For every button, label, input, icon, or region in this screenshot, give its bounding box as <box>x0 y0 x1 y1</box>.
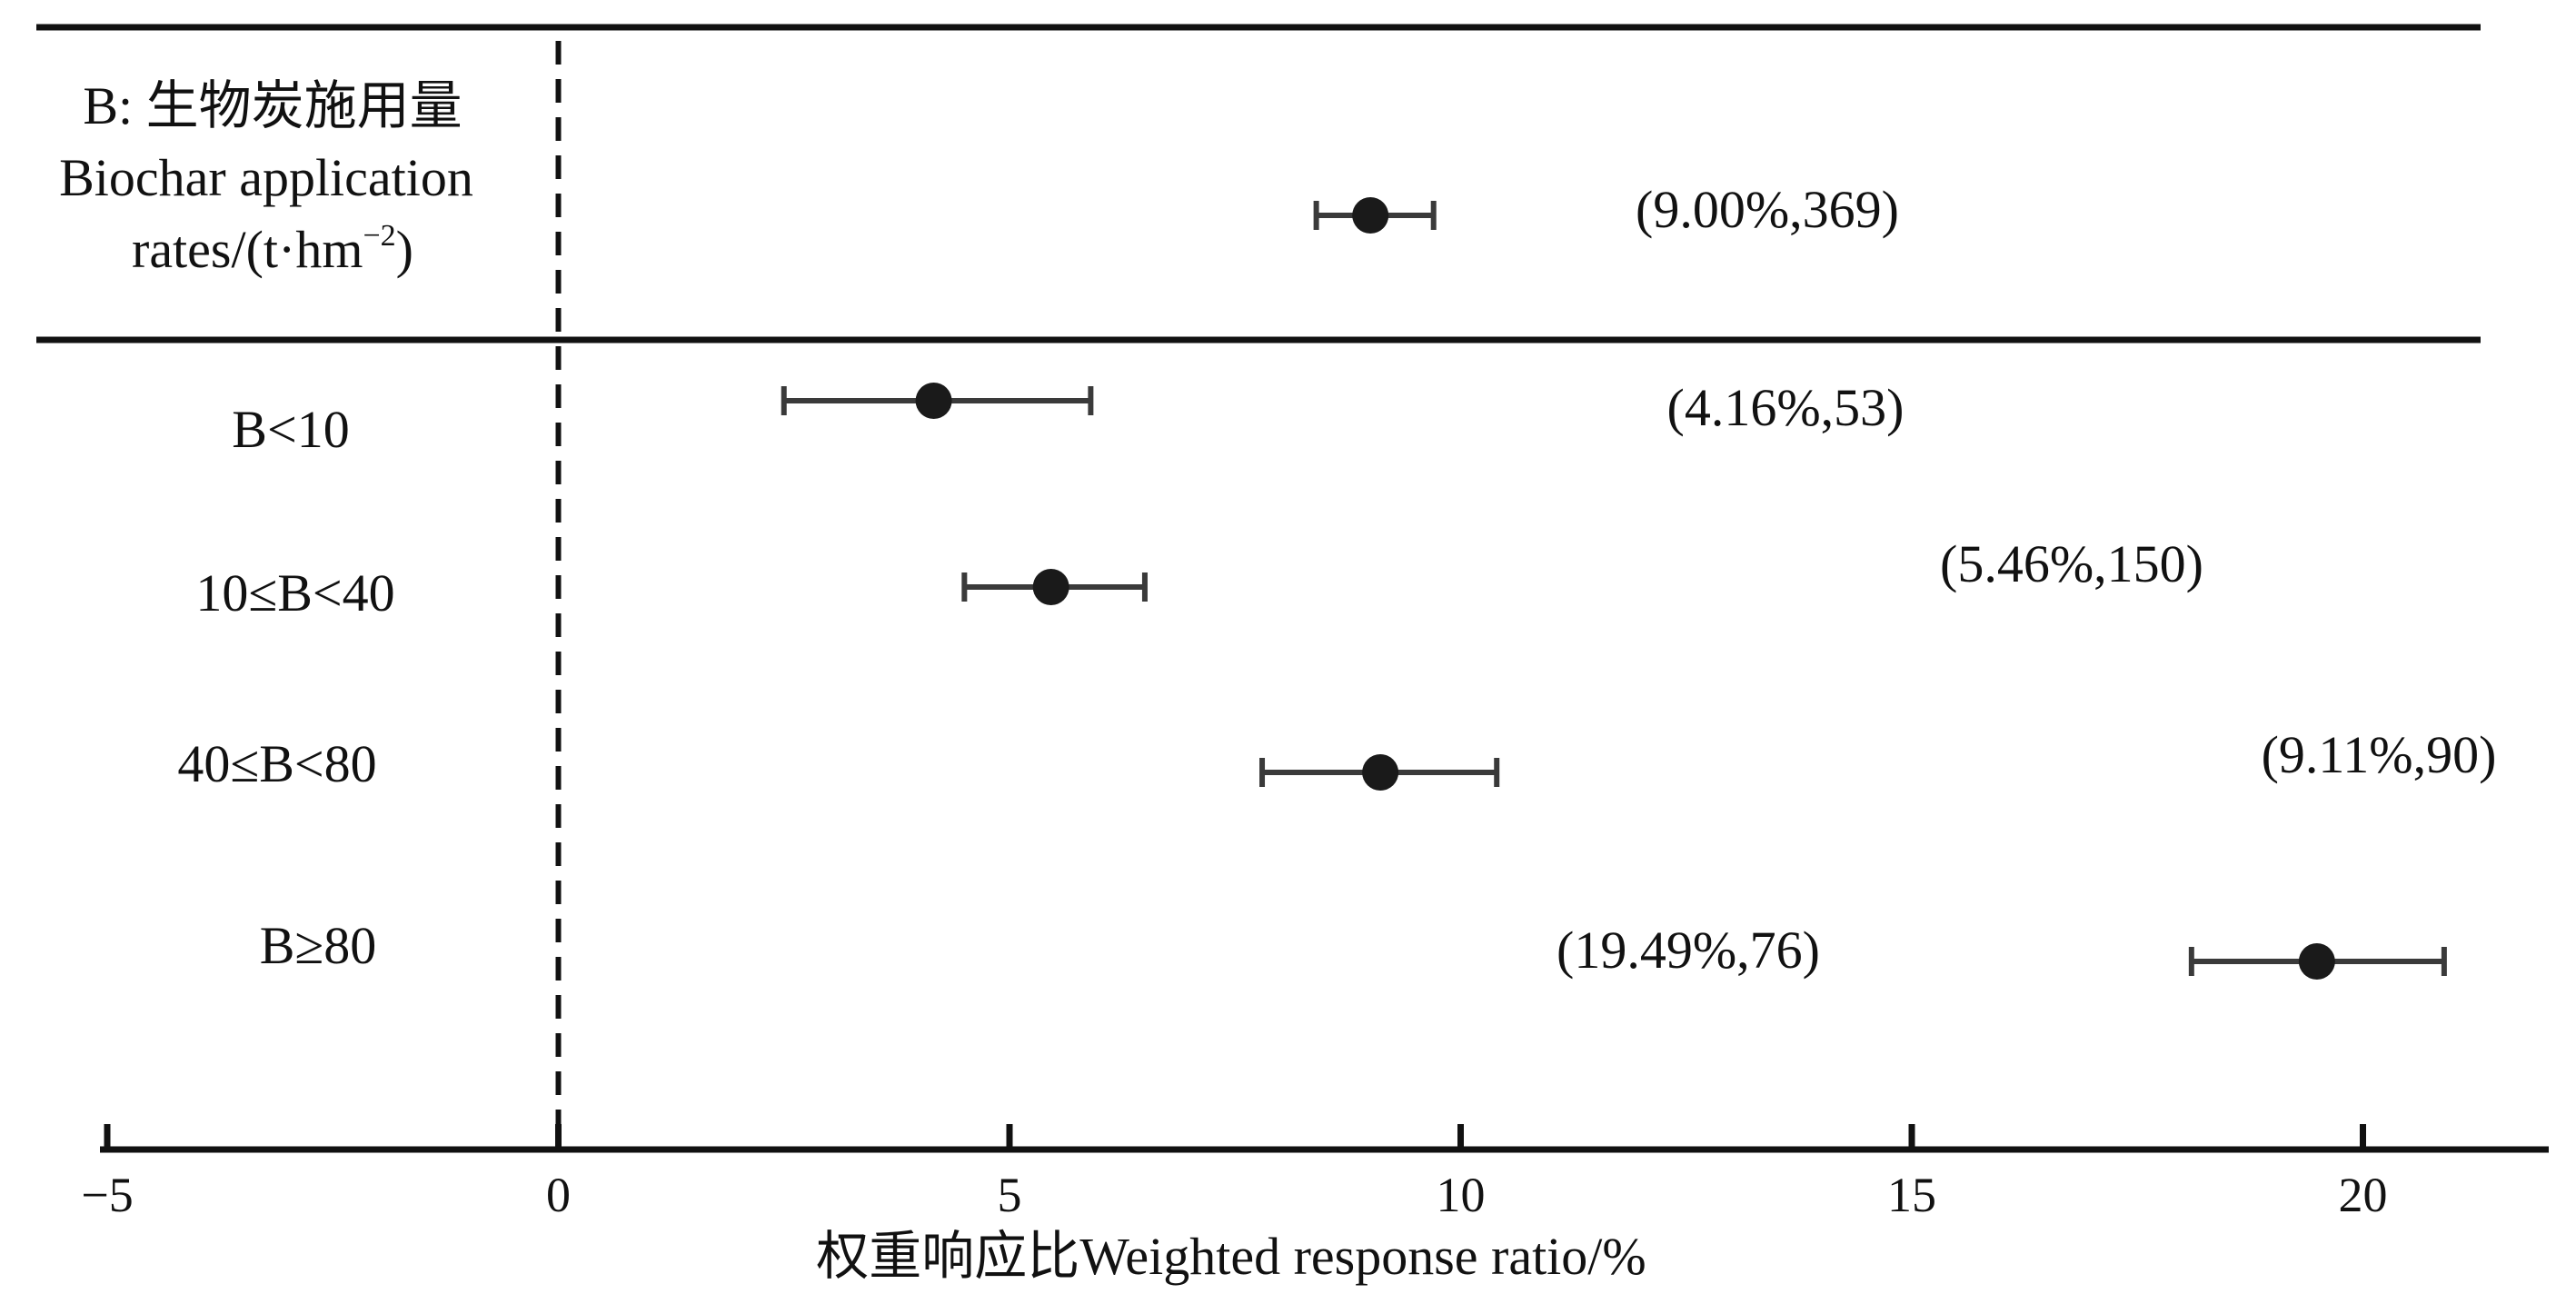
category-label: 40≤B<80 <box>177 734 376 793</box>
category-3-point <box>2298 943 2335 980</box>
category-1-point <box>1032 569 1069 605</box>
category-label: B<10 <box>232 400 349 459</box>
x-tick-label: 15 <box>1887 1168 1936 1222</box>
group-header-line3-base: rates/(t·hm <box>132 220 363 279</box>
category-1-row: (5.46%,150) <box>961 534 2203 605</box>
data-rows: (9.00%,369) (4.16%,53) (5.46%,150) (9.11%,9… <box>781 180 2497 980</box>
category-2-annotation: (9.11%,90) <box>2262 725 2497 784</box>
category-label: 10≤B<40 <box>195 563 394 622</box>
overall-point <box>1352 197 1389 234</box>
x-axis-title: 权重响应比Weighted response ratio/% <box>816 1227 1646 1286</box>
x-tick-label: 0 <box>546 1168 571 1222</box>
group-header-line3-end: ) <box>396 220 413 279</box>
category-3-row: (19.49%,76) <box>1557 921 2447 980</box>
category-1-annotation: (5.46%,150) <box>1940 534 2203 593</box>
group-header: B: 生物炭施用量 Biochar application rates/(t·h… <box>59 76 473 279</box>
group-header-line3: rates/(t·hm−2) <box>132 219 413 279</box>
group-header-line3-sup: −2 <box>363 219 395 253</box>
category-2-point <box>1362 754 1399 791</box>
overall-row: (9.00%,369) <box>1313 180 1899 239</box>
overall-annotation: (9.00%,369) <box>1636 180 1899 239</box>
group-header-line2: Biochar application <box>59 148 473 207</box>
category-2-row: (9.11%,90) <box>1259 725 2497 791</box>
x-tick-label: 5 <box>998 1168 1022 1222</box>
category-label: B≥80 <box>260 916 377 975</box>
x-tick-label: 20 <box>2339 1168 2388 1222</box>
category-0-row: (4.16%,53) <box>781 378 1905 437</box>
x-tick-label: −5 <box>81 1168 133 1222</box>
category-0-annotation: (4.16%,53) <box>1667 378 1905 437</box>
group-header-line1: B: 生物炭施用量 <box>83 76 462 135</box>
x-axis-ticks: −5 0 5 10 15 20 <box>81 1124 2388 1222</box>
category-3-annotation: (19.49%,76) <box>1557 921 1820 980</box>
x-tick-label: 10 <box>1437 1168 1486 1222</box>
category-0-point <box>915 383 952 419</box>
category-labels: B<10 10≤B<40 40≤B<80 B≥80 <box>177 400 394 975</box>
